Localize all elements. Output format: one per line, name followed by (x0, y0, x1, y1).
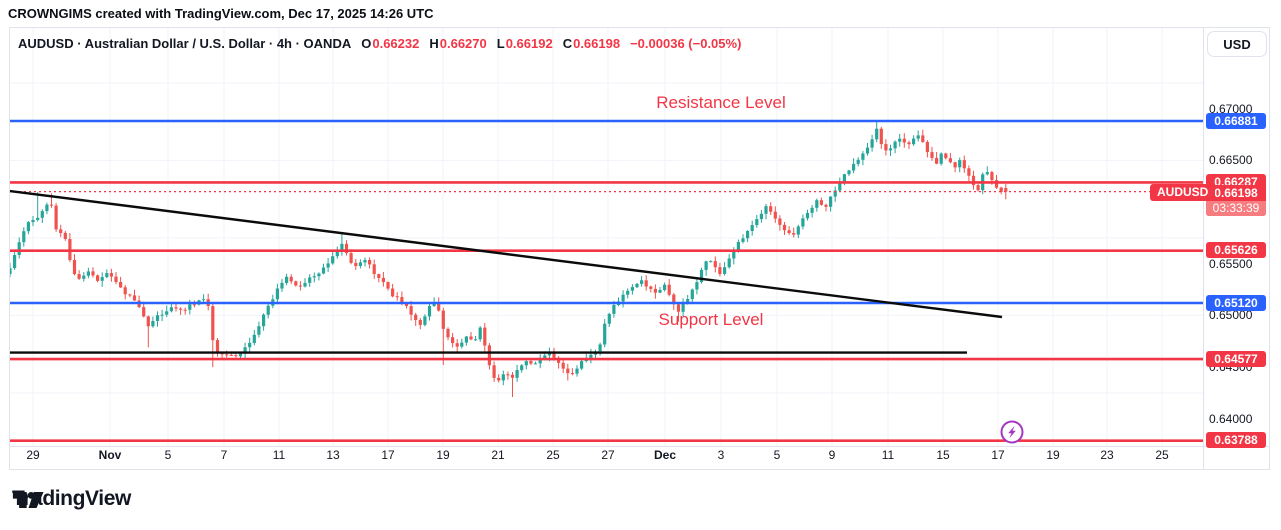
time-tick-label: 13 (326, 448, 340, 462)
current-price-symbol-tag: AUDUSD (1150, 183, 1216, 201)
time-tick-label: 17 (381, 448, 395, 462)
support-level-label[interactable]: Support Level (658, 310, 764, 329)
time-tick-label: 19 (436, 448, 450, 462)
time-tick-label: Nov (98, 448, 122, 462)
time-tick-label: 25 (546, 448, 560, 462)
descending-trendline[interactable] (8, 189, 1003, 319)
time-tick-label: 27 (601, 448, 615, 462)
chart-frame (9, 27, 1270, 470)
ohlc-open: O 0.66232 (361, 35, 420, 51)
price-change: −0.00036 (−0.05%) (630, 35, 742, 51)
currency-toggle-button[interactable]: USD (1207, 31, 1267, 57)
tradingview-logo-icon (12, 492, 44, 508)
price-axis[interactable]: 0.67000 0.66500 0.66000 0.65500 0.65000 0.645… (1203, 27, 1281, 470)
price-tick-label: 0.64500 (1209, 360, 1253, 375)
grid-lines (9, 27, 1203, 446)
price-tick-label: 0.66000 (1209, 205, 1253, 220)
ohlc-low: L 0.66192 (496, 35, 553, 51)
time-tick-label: 17 (991, 448, 1005, 462)
watermark-text: CROWNGIMS created with TradingView.com, … (8, 6, 434, 21)
time-tick-label: 29 (26, 448, 40, 462)
time-tick-label: 21 (491, 448, 505, 462)
price-tick-label: 0.67000 (1209, 101, 1253, 116)
time-tick-label: 25 (1155, 448, 1169, 462)
time-tick-label: Dec (653, 448, 677, 462)
time-tick-label: 11 (881, 448, 895, 462)
price-tick-label: 0.66500 (1209, 153, 1253, 168)
ohlc-high: H 0.66270 (429, 35, 487, 51)
lightning-bolt-icon[interactable] (998, 418, 1026, 446)
time-tick-label: 7 (220, 448, 228, 462)
ohlc-close: C 0.66198 (562, 35, 621, 51)
resistance-level-label[interactable]: Resistance Level (656, 93, 786, 112)
time-axis[interactable]: 29 Nov 5 7 11 13 17 19 21 25 27 Dec 3 5 9 11 15 17 19 23 25 (0, 446, 1281, 470)
footer-brand[interactable]: TradingView (12, 487, 131, 511)
time-tick-label: 15 (936, 448, 950, 462)
price-axis-separator (1203, 27, 1204, 470)
time-tick-label: 5 (164, 448, 172, 462)
time-tick-label: 5 (773, 448, 781, 462)
time-tick-label: 23 (1100, 448, 1114, 462)
time-tick-label: 3 (717, 448, 725, 462)
candlestick-series (9, 121, 1008, 397)
time-tick-label: 9 (828, 448, 836, 462)
time-tick-label: 19 (1046, 448, 1060, 462)
time-axis-separator (9, 446, 1270, 447)
time-tick-label: 11 (272, 448, 286, 462)
symbol-description[interactable]: AUDUSD · Australian Dollar / U.S. Dollar… (18, 35, 352, 51)
price-tick-label: 0.64000 (1209, 411, 1253, 426)
price-tick-label: 0.65000 (1209, 308, 1253, 323)
price-tick-label: 0.65500 (1209, 256, 1253, 271)
symbol-header[interactable]: AUDUSD · Australian Dollar / U.S. Dollar… (18, 35, 741, 51)
